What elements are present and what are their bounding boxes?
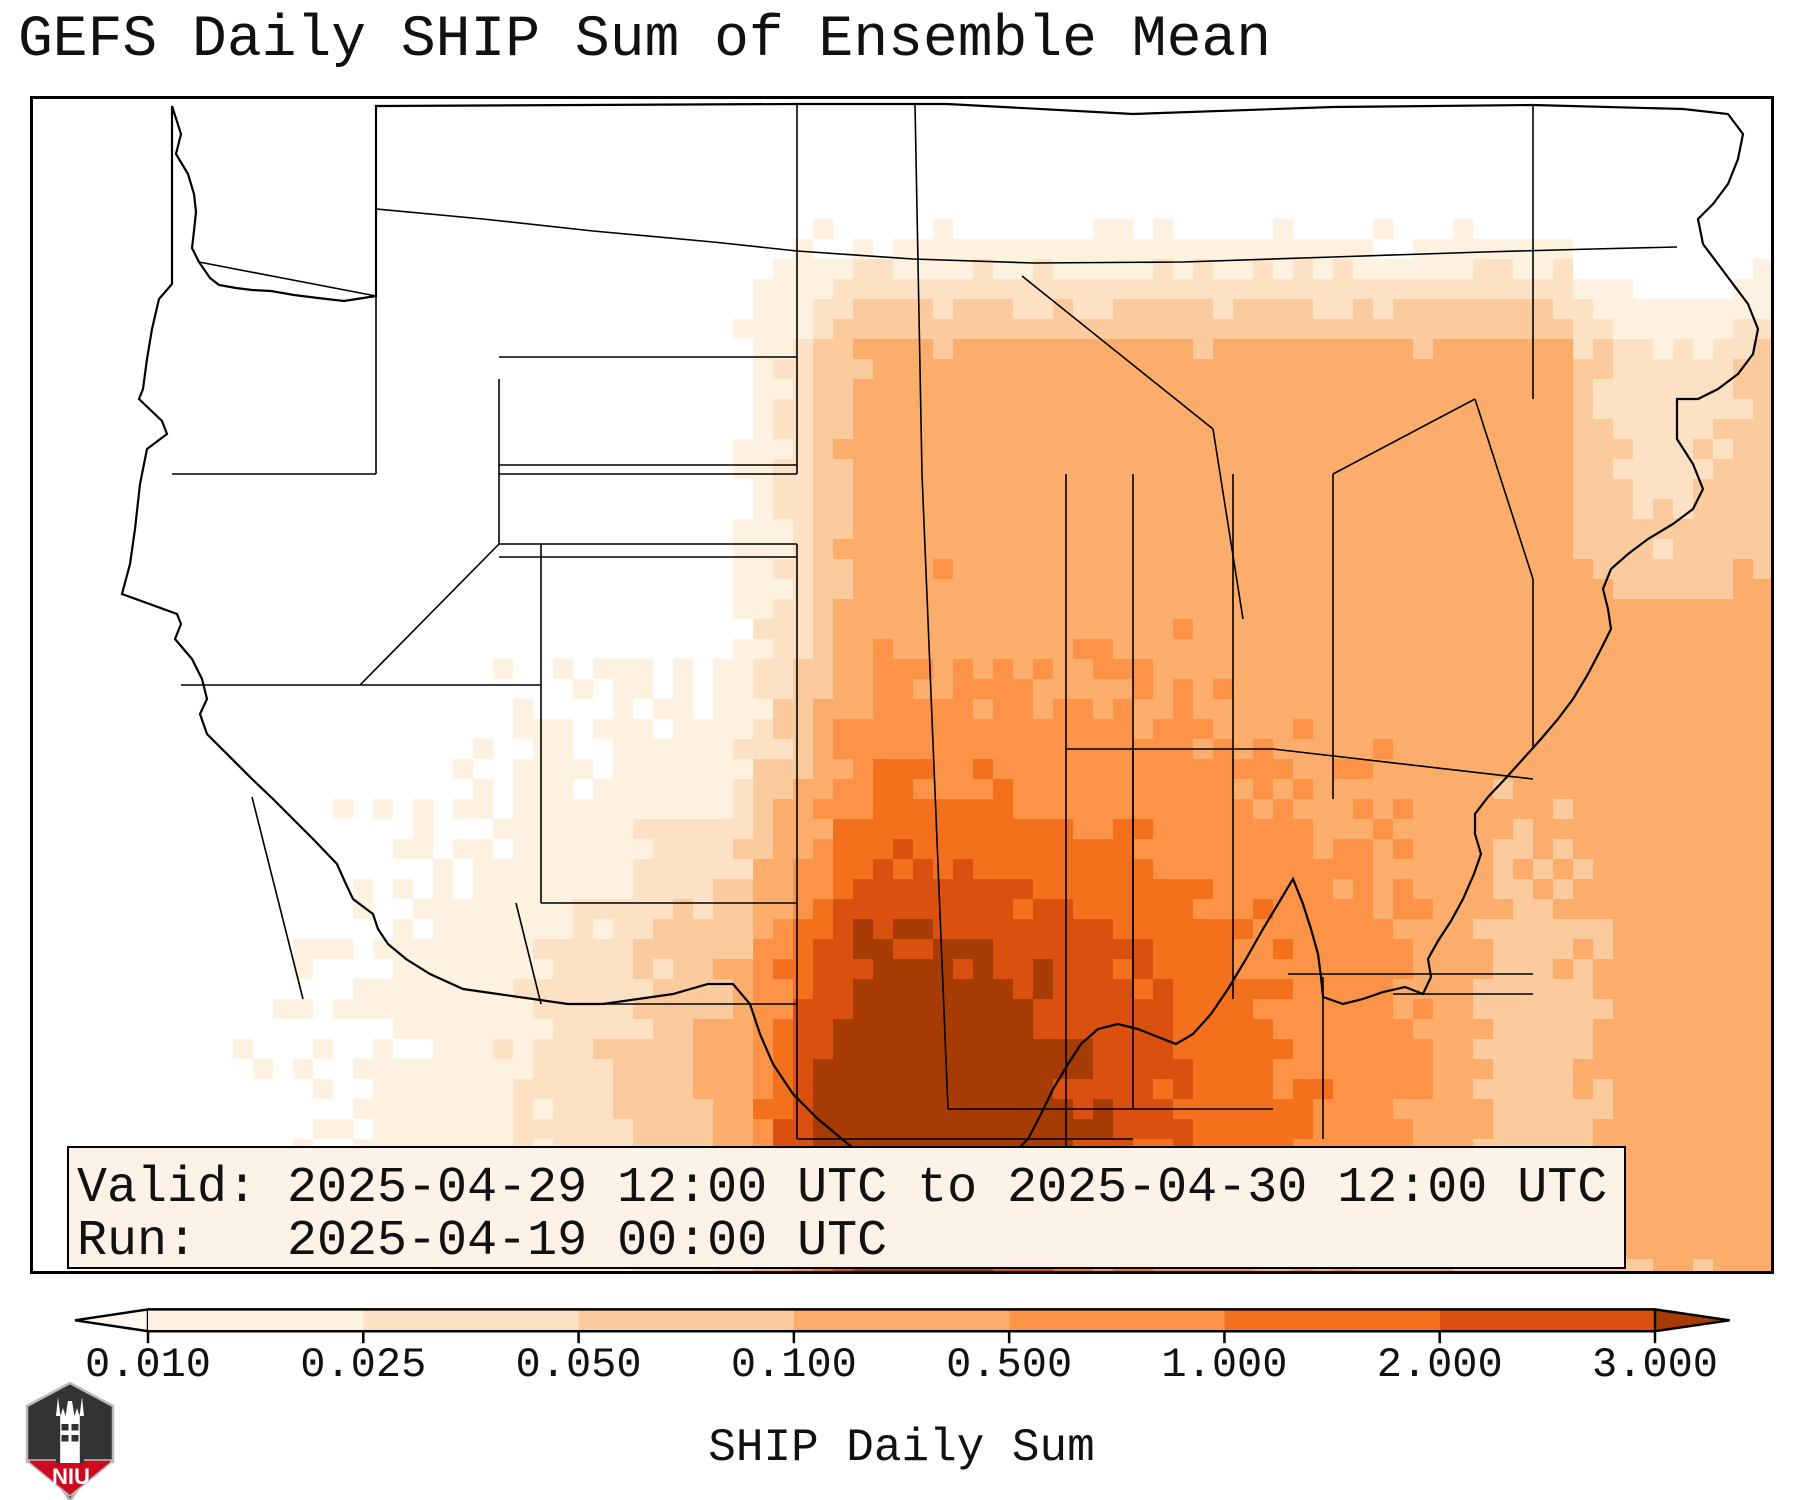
svg-text:NIU: NIU xyxy=(52,1464,90,1489)
